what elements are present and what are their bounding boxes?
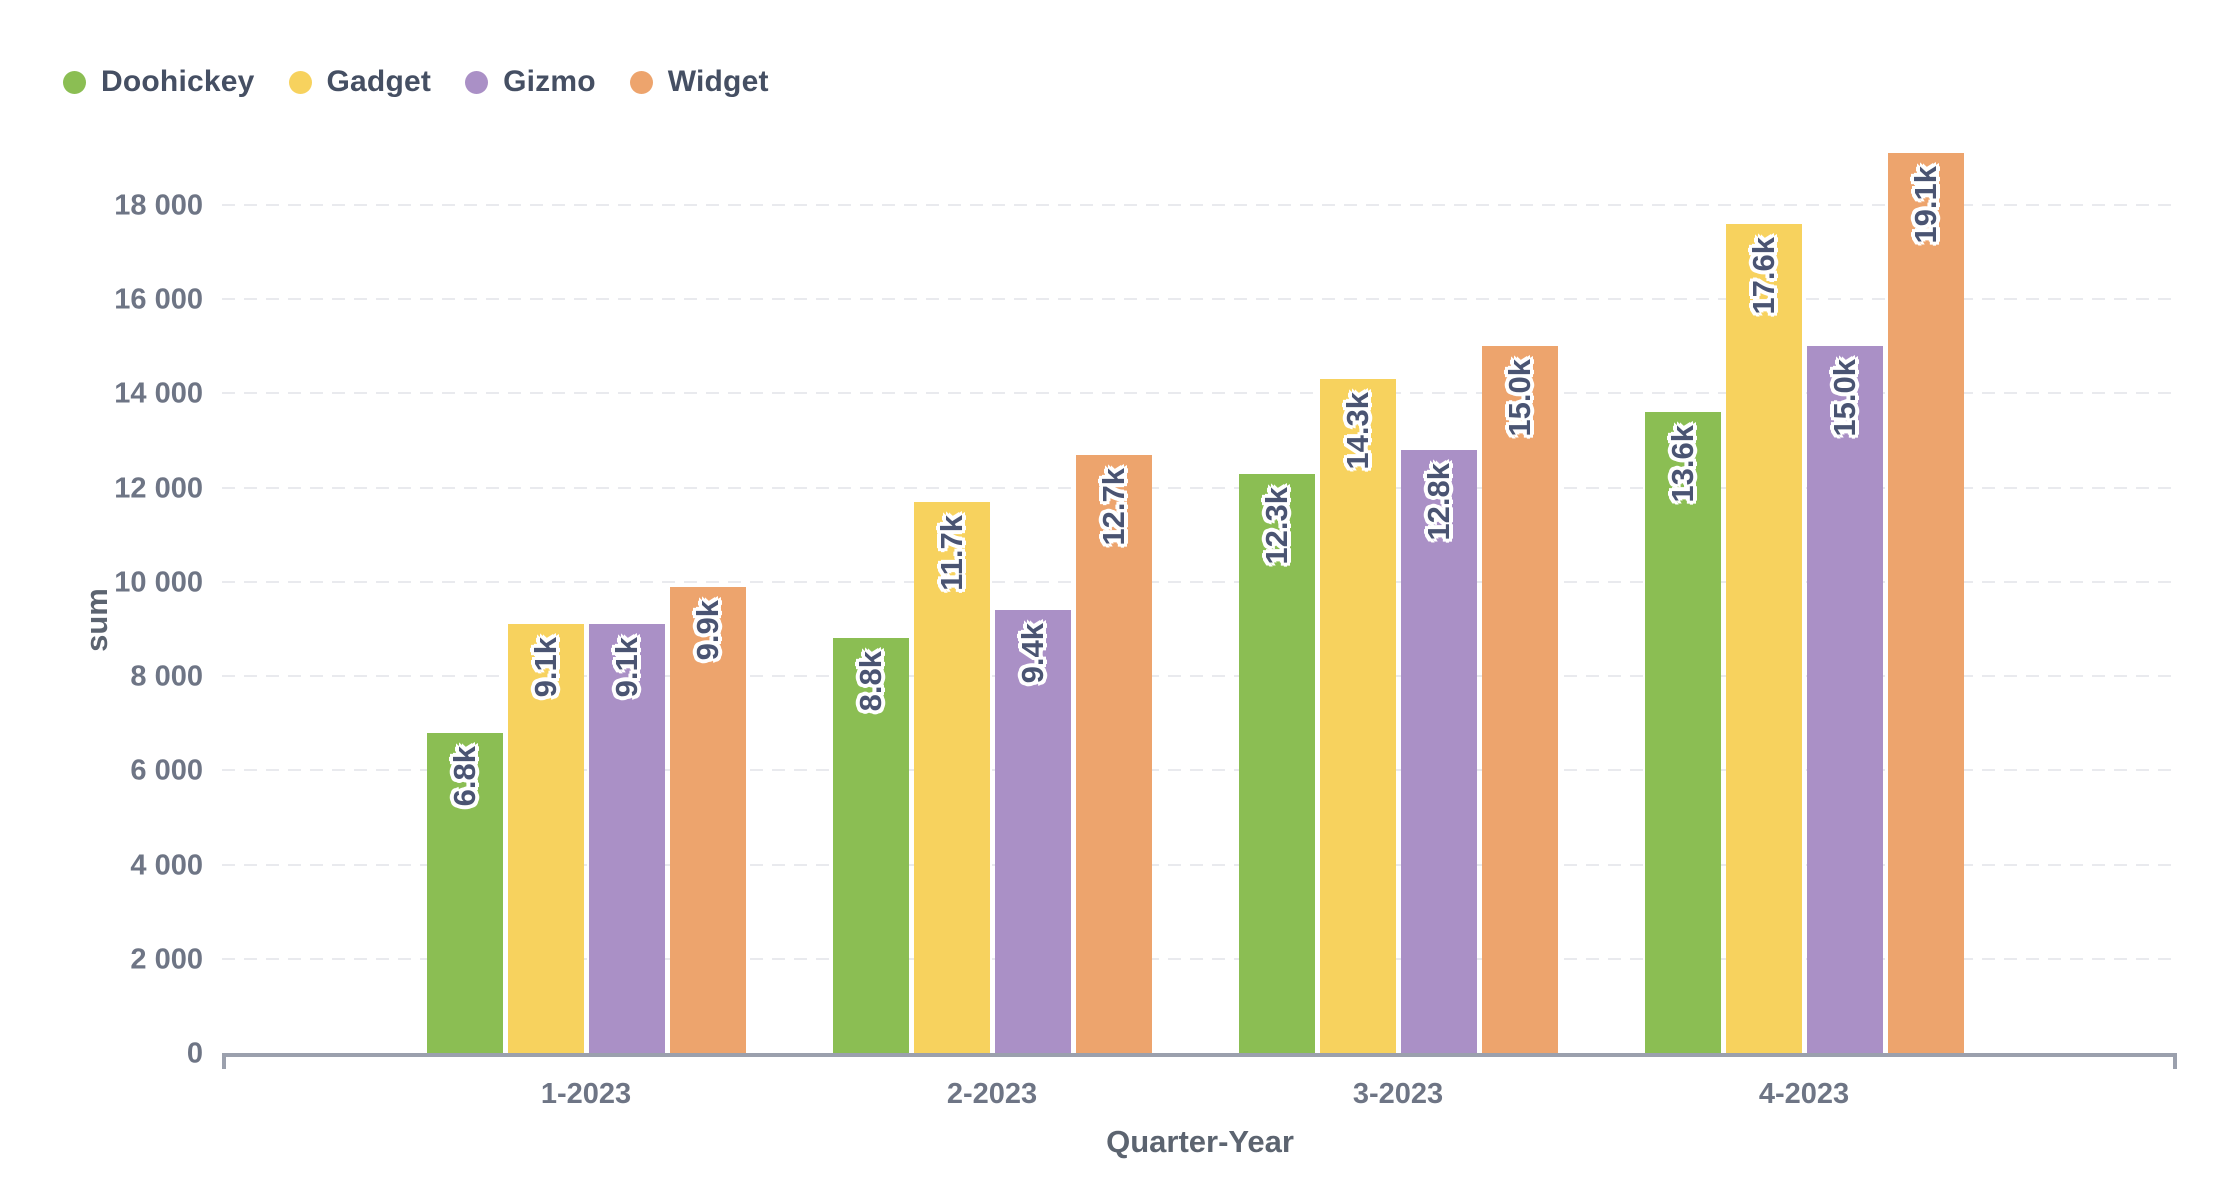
bar-value-label: 8.8k	[852, 651, 888, 712]
y-tick-label: 10 000	[114, 566, 203, 599]
bar-value-label: 6.8k	[446, 745, 482, 806]
legend-item-doohickey[interactable]: Doohickey	[63, 65, 255, 99]
bar-widget-3-2023[interactable]: 15.0k	[1481, 346, 1558, 1053]
bar-gizmo-1-2023[interactable]: 9.1k	[588, 624, 665, 1053]
bar-gadget-2-2023[interactable]: 11.7k	[913, 501, 990, 1053]
x-category-label: 2-2023	[946, 1078, 1038, 1110]
gridline-16000	[222, 298, 2177, 301]
bar-value-label: 12.3k	[1258, 486, 1294, 565]
y-tick-label: 0	[186, 1037, 203, 1070]
bar-value-label: 9.1k	[608, 637, 644, 698]
bar-gizmo-3-2023[interactable]: 12.8k	[1400, 449, 1477, 1053]
legend-item-label: Gizmo	[503, 65, 596, 98]
bar-doohickey-4-2023[interactable]: 13.6k	[1644, 412, 1721, 1053]
gridline-8000	[222, 675, 2177, 678]
legend-dot-gadget-icon	[288, 70, 312, 94]
bar-value-label: 15.0k	[1501, 359, 1537, 437]
legend-item-widget[interactable]: Widget	[629, 65, 769, 99]
bar-gizmo-4-2023[interactable]: 15.0k	[1806, 346, 1883, 1053]
legend-dot-doohickey-icon	[63, 70, 86, 94]
bar-value-label: 19.1k	[1907, 166, 1943, 244]
x-category-label: 3-2023	[1352, 1078, 1444, 1110]
bar-value-label: 11.7k	[933, 514, 969, 591]
bar-value-label: 12.8k	[1420, 462, 1456, 541]
bar-gadget-1-2023[interactable]: 9.1k	[507, 624, 584, 1053]
gridline-12000	[222, 486, 2177, 489]
legend-item-label: Doohickey	[101, 65, 255, 98]
legend-dot-widget-icon	[629, 70, 653, 94]
bar-value-label: 15.0k	[1826, 359, 1862, 437]
y-tick-label: 14 000	[114, 377, 203, 410]
y-axis-title: sum	[79, 588, 114, 652]
y-tick-label: 6 000	[130, 754, 203, 787]
legend-item-label: Gadget	[326, 65, 432, 98]
legend-dot-gizmo-icon	[465, 70, 489, 94]
legend: Doohickey Gadget Gizmo Widget	[63, 60, 769, 104]
y-tick-label: 16 000	[114, 283, 203, 316]
gridline-4000	[222, 863, 2177, 866]
y-tick-label: 18 000	[114, 189, 203, 222]
bar-doohickey-1-2023[interactable]: 6.8k	[426, 732, 503, 1053]
y-tick-label: 12 000	[114, 472, 203, 505]
bar-gizmo-2-2023[interactable]: 9.4k	[994, 610, 1071, 1053]
bar-gadget-3-2023[interactable]: 14.3k	[1319, 379, 1396, 1053]
bar-value-label: 13.6k	[1664, 425, 1700, 503]
x-axis-line	[222, 1053, 2177, 1057]
gridline-18000	[222, 204, 2177, 206]
bar-doohickey-2-2023[interactable]: 8.8k	[832, 638, 909, 1053]
gridline-2000	[222, 957, 2177, 960]
y-tick-label: 2 000	[130, 943, 203, 976]
gridline-6000	[222, 769, 2177, 772]
bar-widget-1-2023[interactable]: 9.9k	[669, 586, 746, 1053]
bar-value-label: 9.1k	[527, 637, 563, 698]
bar-value-label: 12.7k	[1095, 467, 1131, 546]
x-axis-title: Quarter-Year	[1106, 1124, 1294, 1159]
y-tick-label: 8 000	[130, 660, 203, 693]
legend-item-gizmo[interactable]: Gizmo	[465, 65, 596, 99]
x-category-label: 1-2023	[540, 1078, 632, 1110]
bar-widget-2-2023[interactable]: 12.7k	[1075, 454, 1152, 1053]
bar-gadget-4-2023[interactable]: 17.6k	[1725, 223, 1802, 1053]
legend-item-label: Widget	[667, 65, 769, 98]
gridline-10000	[222, 580, 2177, 583]
x-axis-left-end-tick	[222, 1053, 226, 1069]
bar-value-label: 17.6k	[1745, 236, 1781, 315]
bar-widget-4-2023[interactable]: 19.1k	[1887, 153, 1964, 1053]
gridline-14000	[222, 392, 2177, 395]
x-axis-right-end-tick	[2173, 1053, 2177, 1069]
bar-value-label: 9.9k	[689, 599, 725, 660]
x-category-label: 4-2023	[1758, 1078, 1850, 1110]
bar-doohickey-3-2023[interactable]: 12.3k	[1238, 473, 1315, 1053]
legend-item-gadget[interactable]: Gadget	[288, 65, 432, 99]
bar-value-label: 14.3k	[1339, 392, 1375, 470]
y-tick-label: 4 000	[130, 849, 203, 882]
bar-value-label: 9.4k	[1014, 623, 1050, 684]
